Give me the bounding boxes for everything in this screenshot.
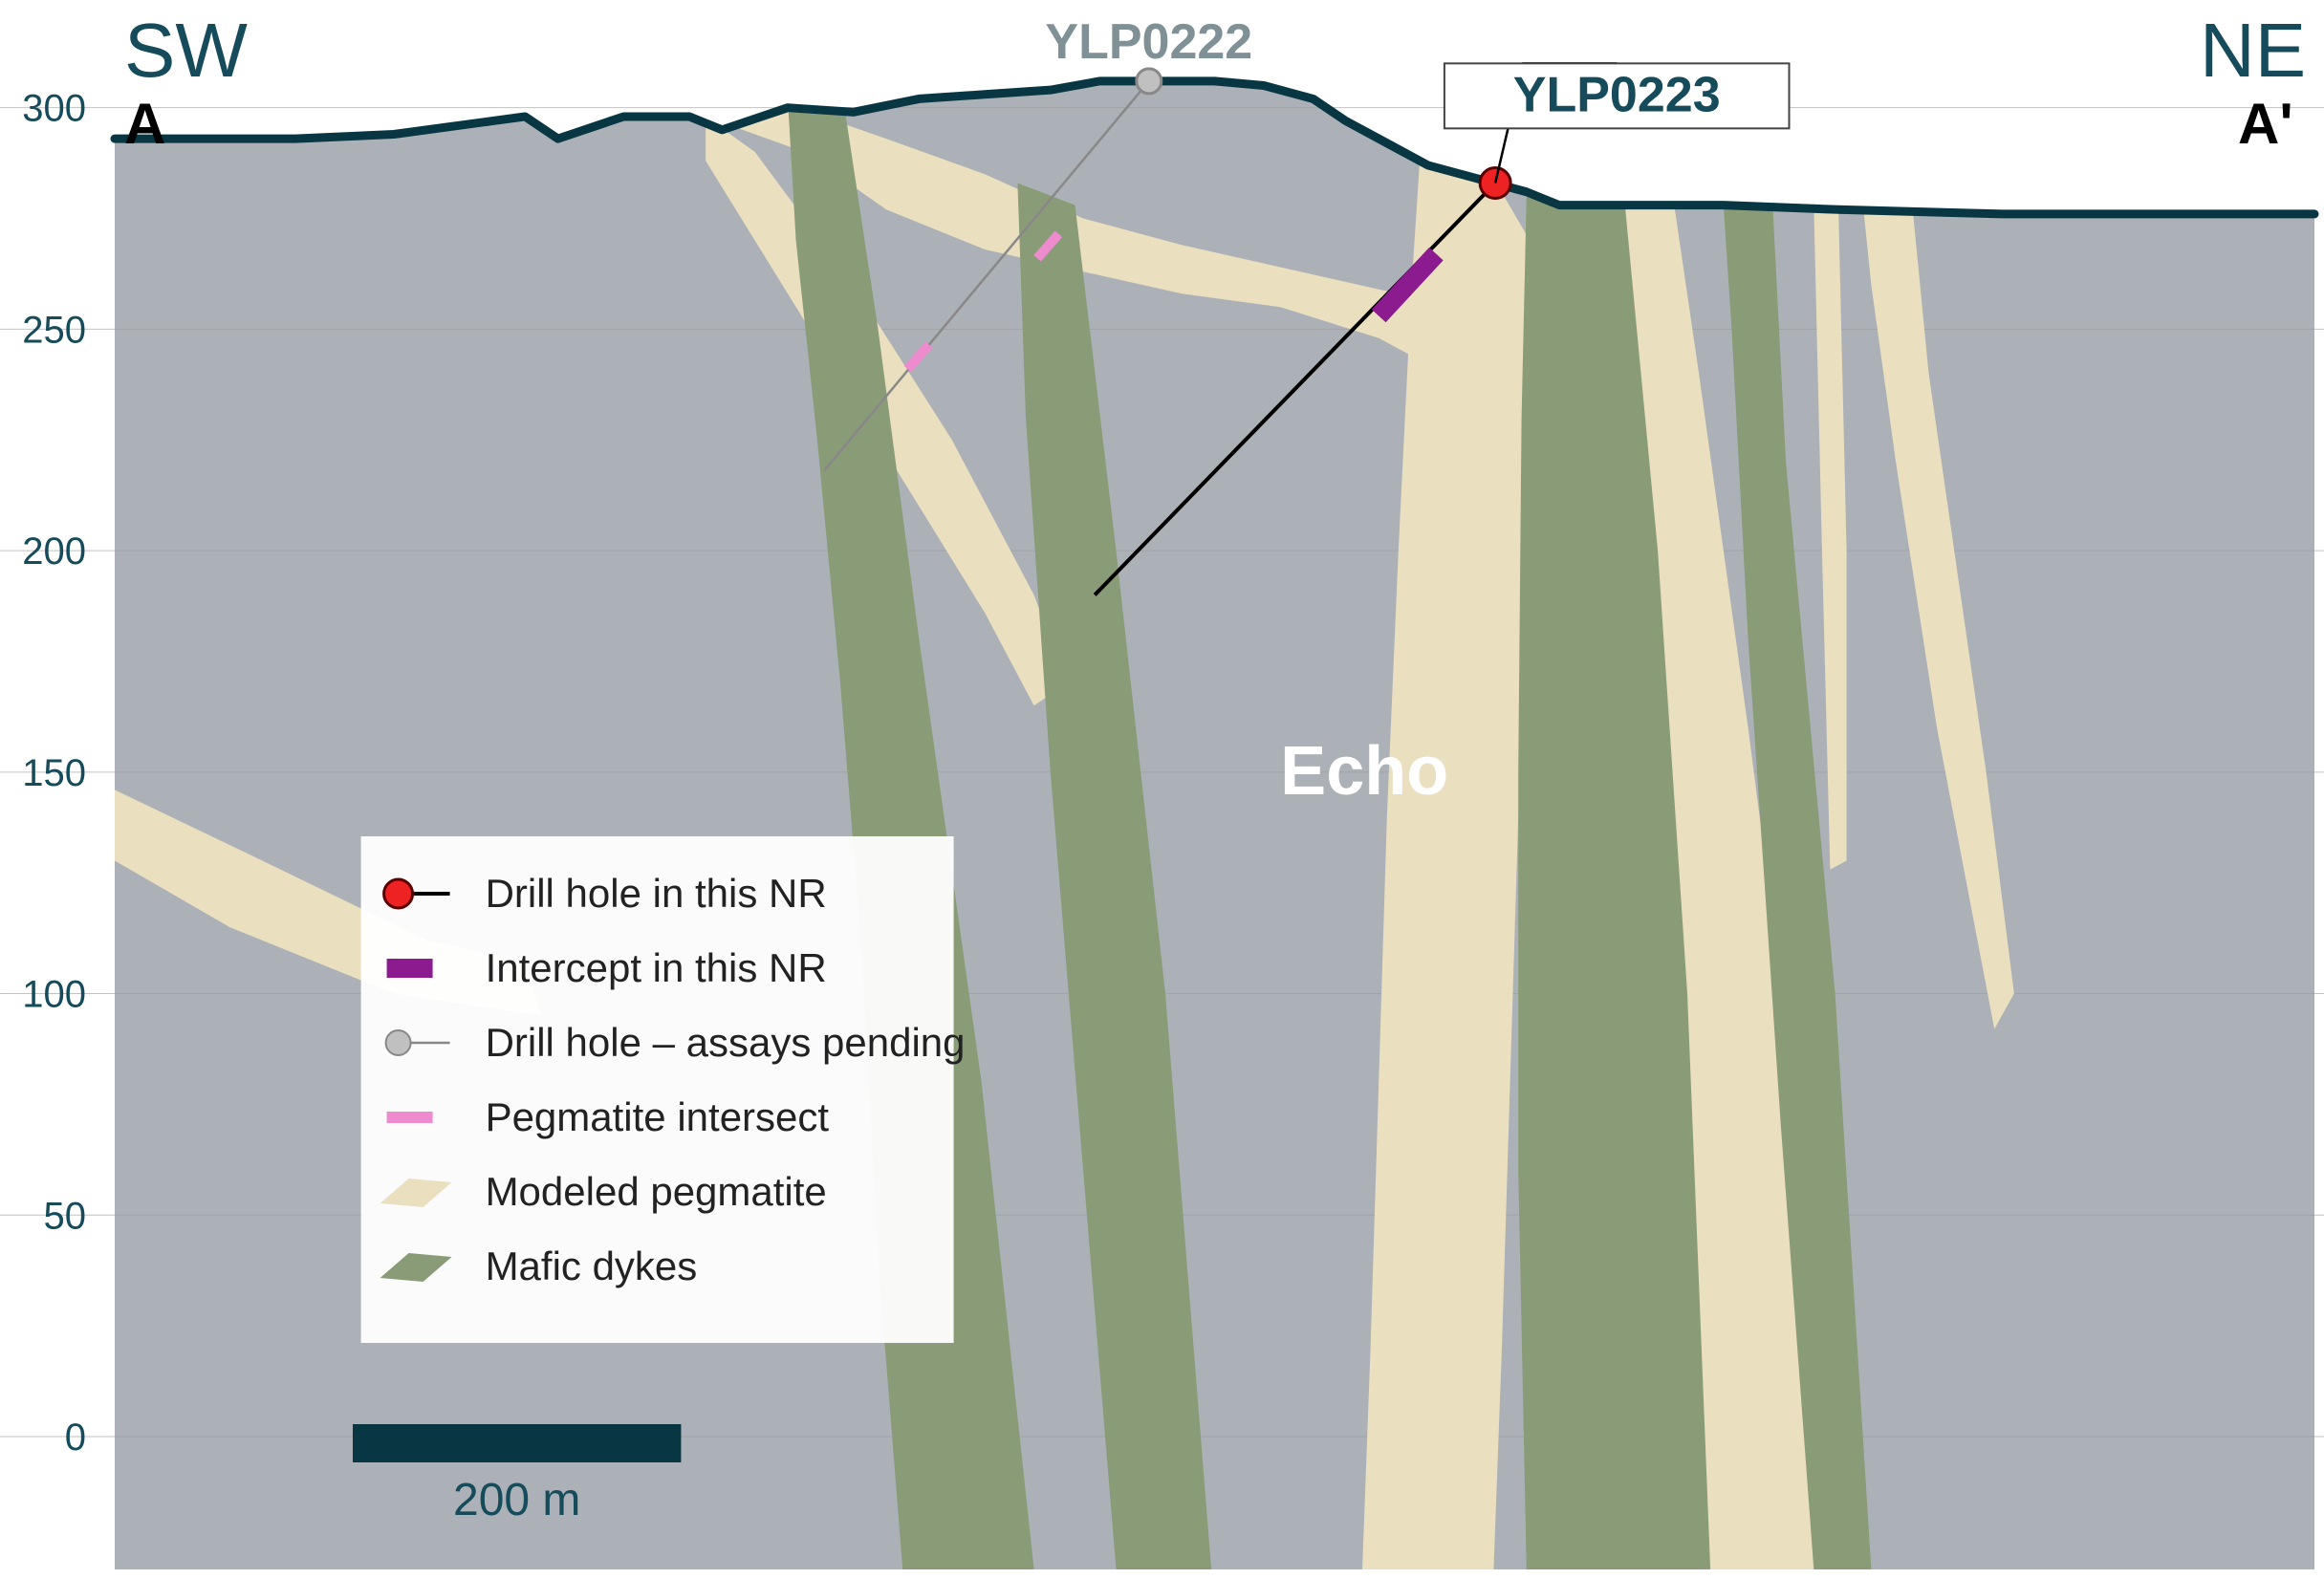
legend-label: Mafic dykes — [486, 1244, 698, 1288]
legend-label: Modeled pegmatite — [486, 1169, 827, 1214]
body-label: Echo — [1280, 733, 1448, 810]
legend-sym-collar-pending — [386, 1030, 411, 1055]
ytick-label: 100 — [22, 974, 86, 1016]
legend-label: Intercept in this NR — [486, 945, 827, 990]
ytick-label: 0 — [65, 1417, 86, 1459]
legend-sym-intercept-peg — [387, 1112, 433, 1123]
corner-sw-letter: A — [124, 92, 165, 156]
legend-sym-collar-nr — [384, 879, 413, 908]
collar-pending — [1137, 69, 1162, 94]
scalebar — [353, 1424, 681, 1462]
ytick-label: 50 — [44, 1195, 87, 1237]
corner-ne-letter: A' — [2238, 92, 2293, 156]
ytick-label: 250 — [22, 309, 86, 351]
ytick-label: 300 — [22, 88, 86, 130]
legend-label: Pegmatite intersect — [486, 1094, 830, 1139]
ytick-label: 150 — [22, 752, 86, 794]
scalebar-label: 200 m — [453, 1475, 580, 1525]
hole-label: YLP0222 — [1045, 14, 1252, 70]
hole-label: YLP0223 — [1513, 67, 1721, 122]
ytick-label: 200 — [22, 530, 86, 573]
legend-label: Drill hole in this NR — [486, 871, 827, 916]
legend-sym-intercept-nr — [387, 959, 433, 978]
corner-ne-dir: NE — [2200, 8, 2306, 93]
corner-sw-dir: SW — [124, 8, 248, 93]
legend-label: Drill hole – assays pending — [486, 1020, 966, 1065]
